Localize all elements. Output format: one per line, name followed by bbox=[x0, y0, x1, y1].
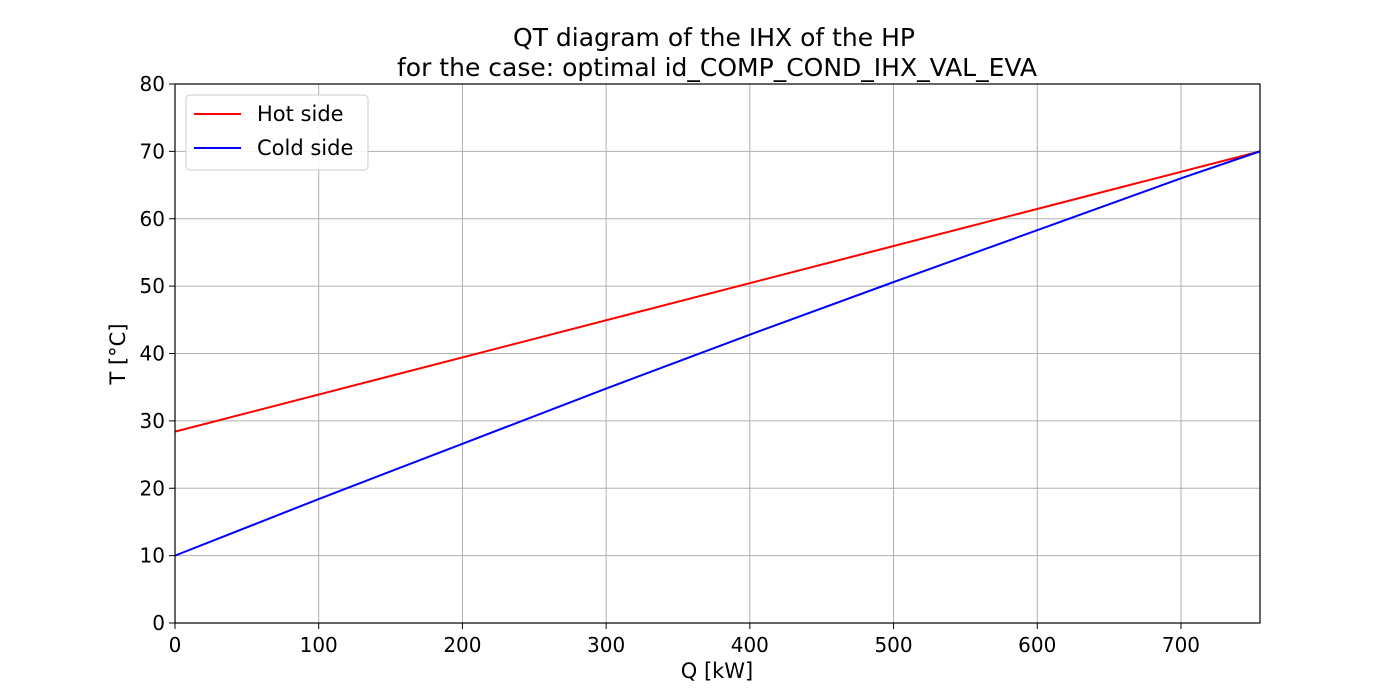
x-tick-label: 500 bbox=[874, 633, 912, 657]
y-tick-label: 50 bbox=[140, 274, 165, 298]
chart-title-line-1: QT diagram of the IHX of the HP bbox=[513, 23, 915, 52]
x-tick-label: 300 bbox=[587, 633, 625, 657]
y-tick-label: 80 bbox=[140, 72, 165, 96]
x-tick-label: 100 bbox=[300, 633, 338, 657]
y-axis-ticks: 0 10 20 30 40 50 60 70 80 bbox=[140, 72, 175, 635]
x-tick-label: 700 bbox=[1162, 633, 1200, 657]
x-tick-label: 200 bbox=[443, 633, 481, 657]
legend-label: Cold side bbox=[257, 136, 353, 160]
y-tick-label: 40 bbox=[140, 342, 165, 366]
series-layer bbox=[174, 150, 1261, 557]
y-tick-label: 10 bbox=[140, 544, 165, 568]
legend: Hot side Cold side bbox=[185, 94, 369, 171]
x-tick-label: 600 bbox=[1018, 633, 1056, 657]
x-tick-label: 0 bbox=[169, 633, 182, 657]
y-tick-label: 20 bbox=[140, 476, 165, 500]
x-tick-label: 400 bbox=[731, 633, 769, 657]
legend-label: Hot side bbox=[257, 102, 344, 126]
y-axis-label: T [°C] bbox=[106, 323, 130, 385]
x-axis-label: Q [kW] bbox=[681, 659, 754, 683]
y-tick-label: 0 bbox=[152, 611, 165, 635]
series-line-hot-side bbox=[174, 150, 1261, 433]
y-tick-label: 30 bbox=[140, 409, 165, 433]
y-tick-label: 70 bbox=[140, 139, 165, 163]
chart-title-line-2: for the case: optimal id_COMP_COND_IHX_V… bbox=[397, 53, 1037, 82]
y-tick-label: 60 bbox=[140, 207, 165, 231]
series-line-cold-side bbox=[174, 150, 1261, 557]
x-axis-ticks: 0 100 200 300 400 500 600 700 bbox=[169, 623, 1200, 657]
